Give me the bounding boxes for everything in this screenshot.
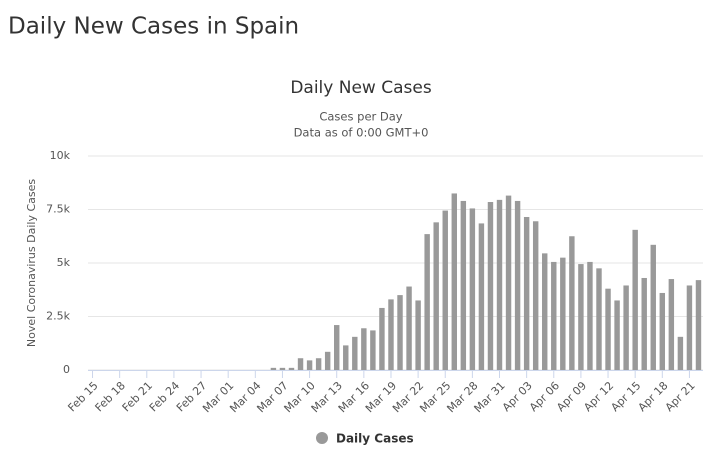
bar[interactable]	[587, 261, 593, 370]
bar[interactable]	[523, 216, 530, 370]
chart-title: Daily New Cases	[290, 78, 432, 98]
bar[interactable]	[478, 223, 485, 370]
bar[interactable]	[469, 208, 476, 370]
bar[interactable]	[623, 285, 629, 370]
bar[interactable]	[686, 285, 693, 370]
bar[interactable]	[279, 367, 286, 370]
bar[interactable]	[650, 244, 656, 370]
bar[interactable]	[334, 325, 340, 370]
bar[interactable]	[578, 264, 584, 370]
bar[interactable]	[270, 367, 277, 370]
bar[interactable]	[596, 268, 602, 370]
bar[interactable]	[487, 202, 494, 370]
bar[interactable]	[406, 286, 412, 370]
y-tick-label: 5k	[57, 256, 71, 269]
bar[interactable]	[297, 358, 304, 370]
page-title: Daily New Cases in Spain	[8, 14, 299, 40]
y-tick-label: 0	[63, 363, 70, 376]
bar[interactable]	[415, 300, 421, 370]
y-axis-label: Novel Coronavirus Daily Cases	[25, 179, 38, 347]
legend-marker[interactable]	[316, 432, 328, 444]
bar[interactable]	[496, 199, 503, 370]
bar[interactable]	[460, 200, 467, 370]
chart-subtitle: Data as of 0:00 GMT+0	[294, 126, 429, 140]
y-tick-label: 10k	[50, 149, 71, 162]
bar[interactable]	[397, 295, 403, 370]
bar[interactable]	[361, 328, 367, 370]
bar[interactable]	[605, 288, 611, 370]
bar[interactable]	[505, 195, 512, 370]
bar[interactable]	[343, 345, 349, 370]
bar[interactable]	[379, 307, 385, 370]
bar[interactable]	[542, 253, 548, 370]
bar[interactable]	[388, 299, 394, 370]
bar[interactable]	[451, 193, 457, 370]
legend-label[interactable]: Daily Cases	[336, 432, 414, 446]
chart-subtitle: Cases per Day	[319, 110, 402, 124]
bar[interactable]	[424, 234, 430, 370]
bar[interactable]	[352, 336, 358, 370]
bar[interactable]	[306, 360, 313, 370]
bar[interactable]	[569, 236, 575, 370]
y-tick-label: 2.5k	[46, 310, 70, 323]
bar[interactable]	[442, 210, 448, 370]
bar[interactable]	[433, 222, 439, 370]
x-tick-label: Mar 31	[472, 379, 508, 415]
bar[interactable]	[677, 336, 684, 370]
x-tick-label: Apr 21	[663, 379, 698, 414]
bar[interactable]	[514, 200, 521, 370]
bar[interactable]	[288, 367, 295, 370]
bar[interactable]	[695, 280, 702, 370]
bar[interactable]	[315, 358, 322, 370]
bar[interactable]	[324, 351, 331, 370]
bar[interactable]	[614, 300, 620, 370]
bar[interactable]	[641, 277, 647, 370]
bar[interactable]	[632, 229, 638, 370]
bar[interactable]	[560, 257, 566, 370]
y-tick-label: 7.5k	[46, 203, 70, 216]
bar[interactable]	[551, 261, 557, 370]
bar[interactable]	[659, 292, 666, 370]
bar[interactable]	[532, 221, 539, 370]
bar[interactable]	[668, 279, 675, 370]
bar[interactable]	[370, 330, 376, 370]
